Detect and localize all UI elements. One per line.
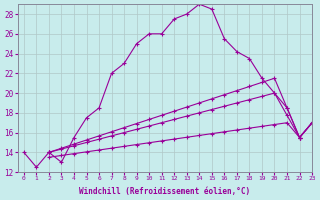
X-axis label: Windchill (Refroidissement éolien,°C): Windchill (Refroidissement éolien,°C): [79, 187, 250, 196]
